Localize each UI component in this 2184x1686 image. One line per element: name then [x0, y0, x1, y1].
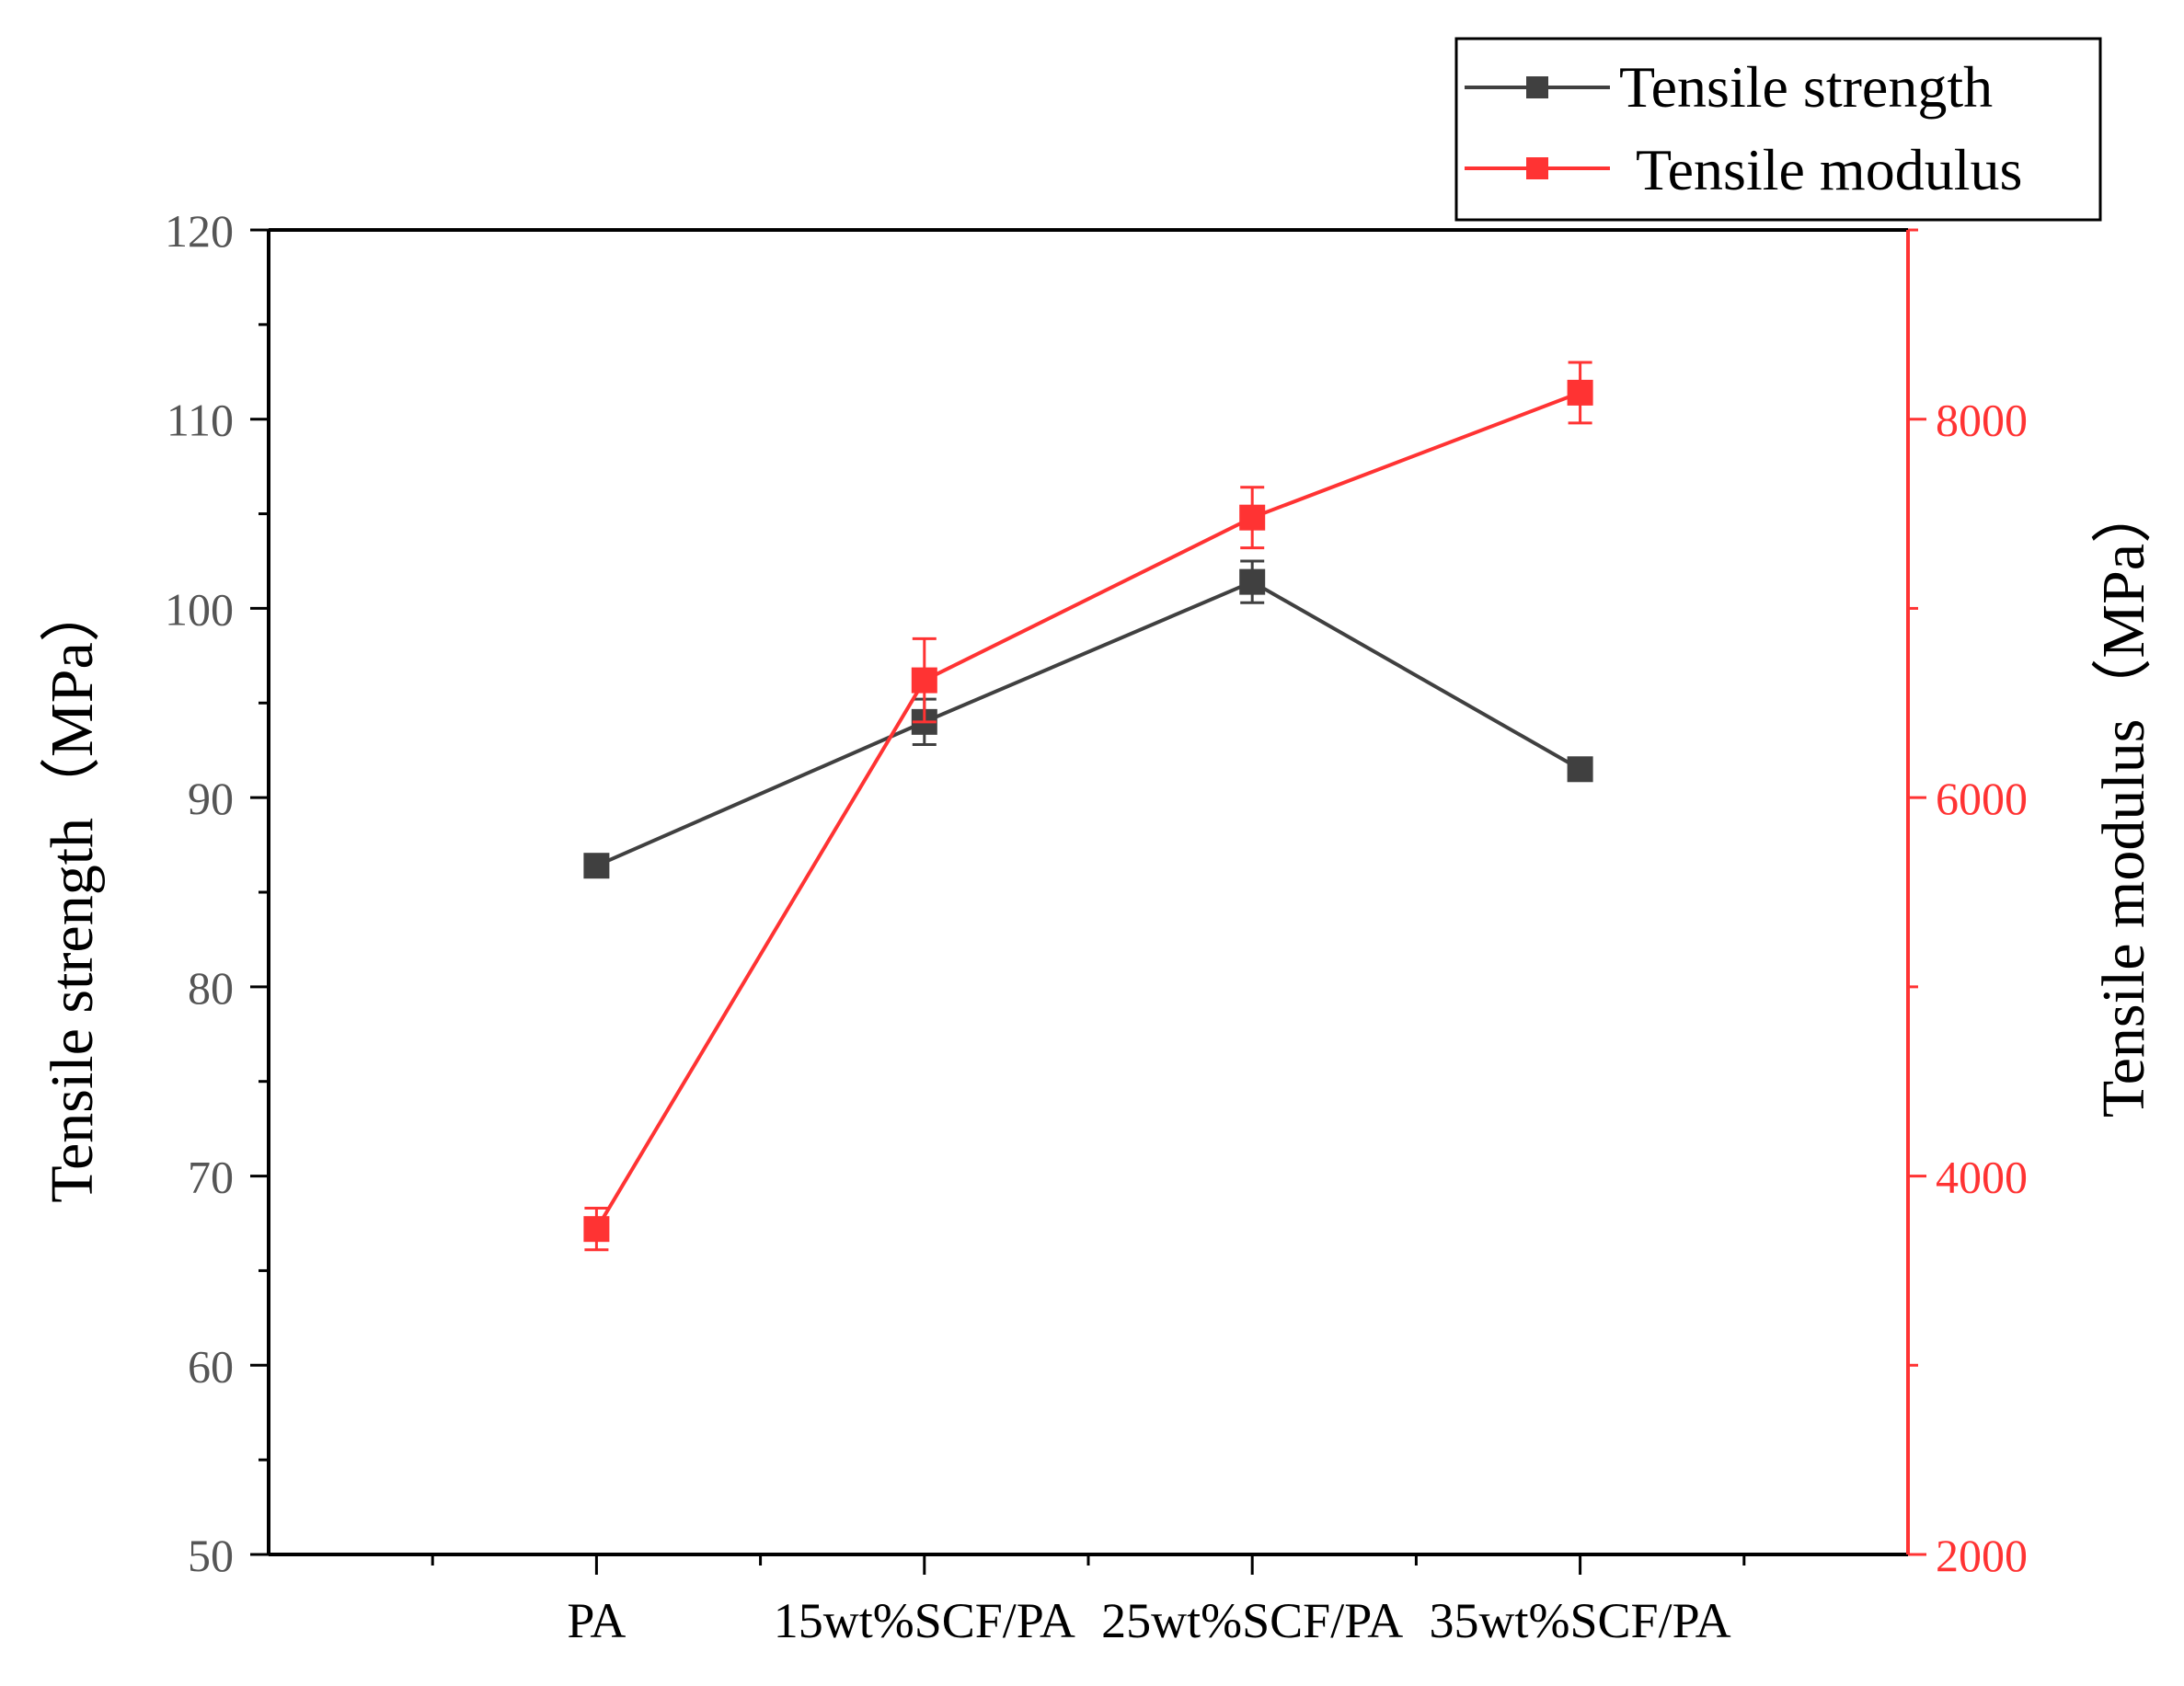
axis-ticks — [250, 228, 1926, 1575]
axis-tick-labels: 50 60 70 80 90 100 110 120 2000 4000 6000 8000 PA 15w… — [165, 205, 2028, 1648]
series-layer — [583, 361, 1593, 1252]
x-category-label: 15wt%SCF/PA — [774, 1593, 1075, 1648]
right-tick-label: 8000 — [1936, 395, 2028, 446]
legend-item-tensile-modulus: Tensile modulus — [1465, 137, 2022, 202]
left-tick-label: 60 — [188, 1340, 234, 1392]
left-tick-label: 50 — [188, 1530, 234, 1581]
legend-label-tensile-modulus: Tensile modulus — [1636, 137, 2022, 202]
legend-marker-tensile-modulus — [1526, 157, 1548, 179]
series-tensile-strength — [583, 559, 1593, 879]
legend-marker-tensile-strength — [1526, 76, 1548, 98]
tensile-strength-point — [1567, 756, 1593, 783]
legend-label-tensile-strength: Tensile strength — [1619, 54, 1993, 120]
left-tick-label: 80 — [188, 962, 234, 1014]
tensile-modulus-point — [911, 667, 937, 694]
tensile-strength-point — [1239, 568, 1266, 595]
left-tick-label: 70 — [188, 1152, 234, 1203]
tensile-modulus-line — [594, 391, 1581, 1231]
legend-item-tensile-strength: Tensile strength — [1465, 54, 1993, 120]
left-axis-title: Tensile strength（MPa） — [39, 581, 106, 1202]
left-tick-label: 90 — [188, 773, 234, 824]
left-tick-label: 120 — [165, 205, 234, 257]
right-tick-label: 6000 — [1936, 773, 2028, 824]
x-category-label: PA — [567, 1593, 626, 1648]
legend: Tensile strength Tensile modulus — [1454, 37, 2102, 222]
x-category-label: 25wt%SCF/PA — [1101, 1593, 1403, 1648]
series-tensile-modulus — [583, 361, 1593, 1252]
right-tick-label: 2000 — [1936, 1530, 2028, 1581]
left-tick-label: 100 — [165, 583, 234, 635]
x-category-label: 35wt%SCF/PA — [1430, 1593, 1731, 1648]
left-tick-label: 110 — [167, 395, 234, 446]
tensile-modulus-point — [1239, 504, 1266, 531]
tensile-modulus-point — [1567, 379, 1593, 406]
tensile-strength-line — [595, 579, 1581, 868]
right-tick-label: 4000 — [1936, 1152, 2028, 1203]
right-axis-title: Tensile modulus（MPa） — [2090, 483, 2157, 1118]
legend-box — [1454, 37, 2102, 222]
tensile-modulus-point — [583, 1216, 610, 1243]
tensile-strength-point — [583, 853, 610, 879]
